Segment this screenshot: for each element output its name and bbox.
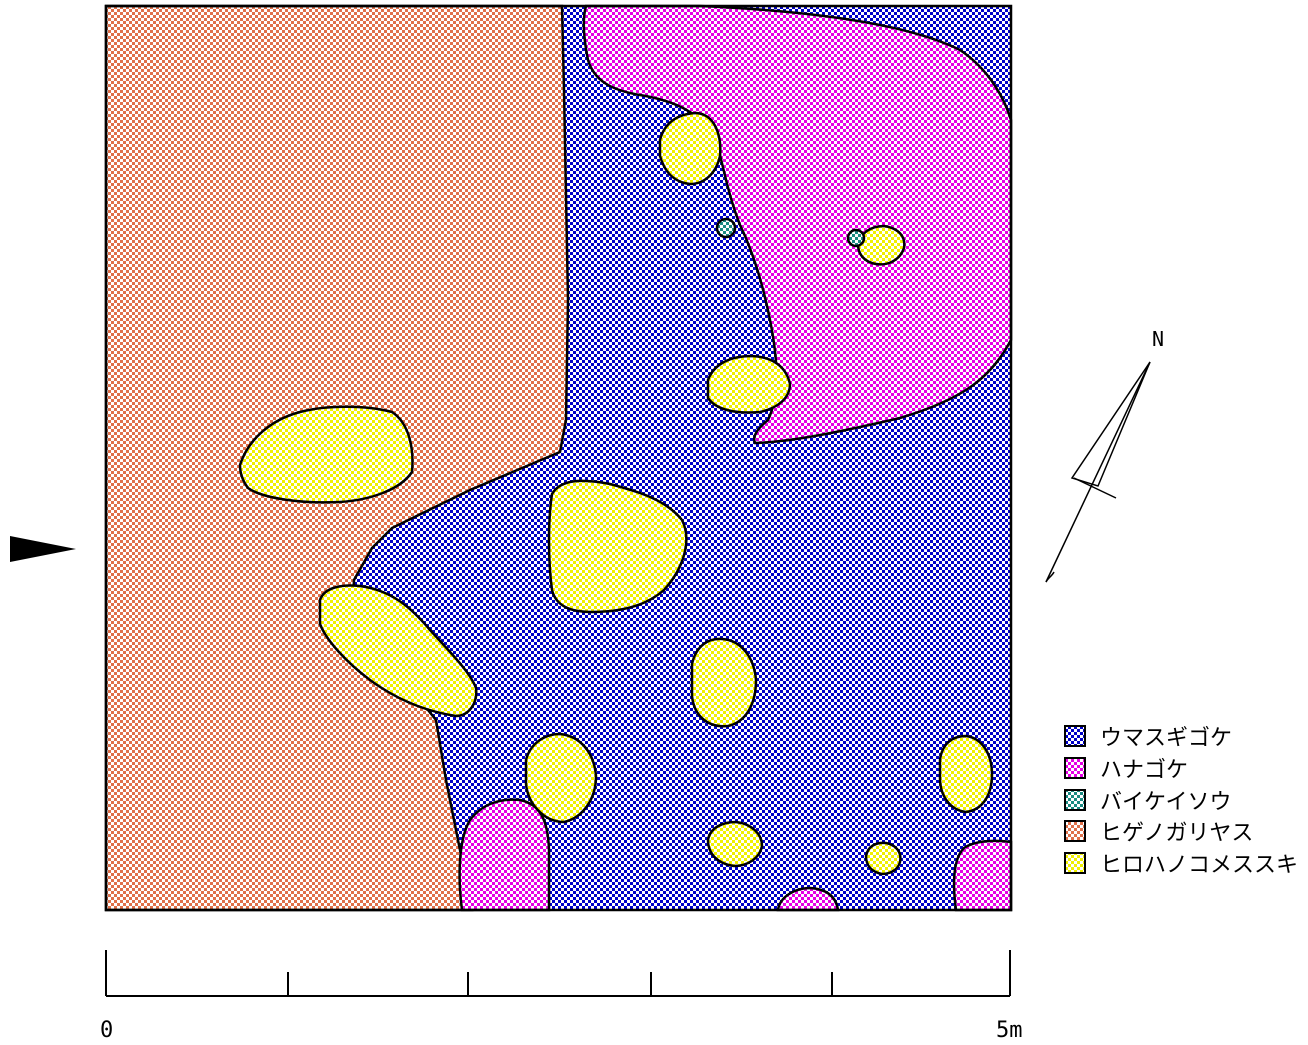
region-hirohanokomesusuki-4 xyxy=(658,111,722,186)
region-hirohanokomesusuki-11 xyxy=(938,734,994,814)
scale-bar xyxy=(105,950,1011,997)
legend-swatch-higenogariyasu xyxy=(1064,820,1086,842)
region-hirohanokomesusuki-1 xyxy=(238,405,414,504)
region-hanagoke-top-right xyxy=(582,4,1013,445)
legend-label-higenogariyasu: ヒゲノガリヤス xyxy=(1100,821,1253,846)
region-hirohanokomesusuki-6 xyxy=(856,224,906,266)
north-arrow-icon xyxy=(1045,361,1151,583)
region-hirohanokomesusuki-10 xyxy=(864,841,902,876)
region-hirohanokomesusuki-7 xyxy=(690,637,758,728)
legend-label-hirohanokomesusuki: ヒロハノコメススキ xyxy=(1100,853,1298,878)
scale-end-label: 5m xyxy=(996,1018,1023,1043)
region-baikeisou-1 xyxy=(715,217,737,239)
region-hanagoke-bottom-mid xyxy=(776,886,840,912)
legend-label-baikeisou: バイケイソウ xyxy=(1100,790,1232,815)
region-hirohanokomesusuki-2 xyxy=(318,584,478,718)
north-label: N xyxy=(1152,327,1164,351)
region-hirohanokomesusuki-5 xyxy=(706,354,792,414)
scale-start-label: 0 xyxy=(100,1018,113,1043)
plot-frame xyxy=(104,4,1013,912)
legend-label-umasugigoke: ウマスギゴケ xyxy=(1100,726,1232,751)
legend-swatch-hanagoke xyxy=(1064,757,1086,779)
region-hirohanokomesusuki-9 xyxy=(706,820,764,868)
region-hirohanokomesusuki-8 xyxy=(524,732,598,824)
region-hanagoke-bottom-right xyxy=(952,839,1013,912)
legend-swatch-umasugigoke xyxy=(1064,725,1086,747)
legend-label-hanagoke: ハナゴケ xyxy=(1100,758,1188,783)
direction-arrow-icon xyxy=(10,536,76,562)
legend: ウマスギゴケ ハナゴケ バイケイソウ ヒゲノガリヤス ヒロハノコメススキ xyxy=(1064,725,1298,878)
region-hirohanokomesusuki-3 xyxy=(547,479,688,614)
region-baikeisou-2 xyxy=(846,228,866,248)
legend-swatch-baikeisou xyxy=(1064,789,1086,811)
region-hanagoke-bottom-left xyxy=(458,798,551,912)
legend-swatch-hirohanokomesusuki xyxy=(1064,852,1086,874)
